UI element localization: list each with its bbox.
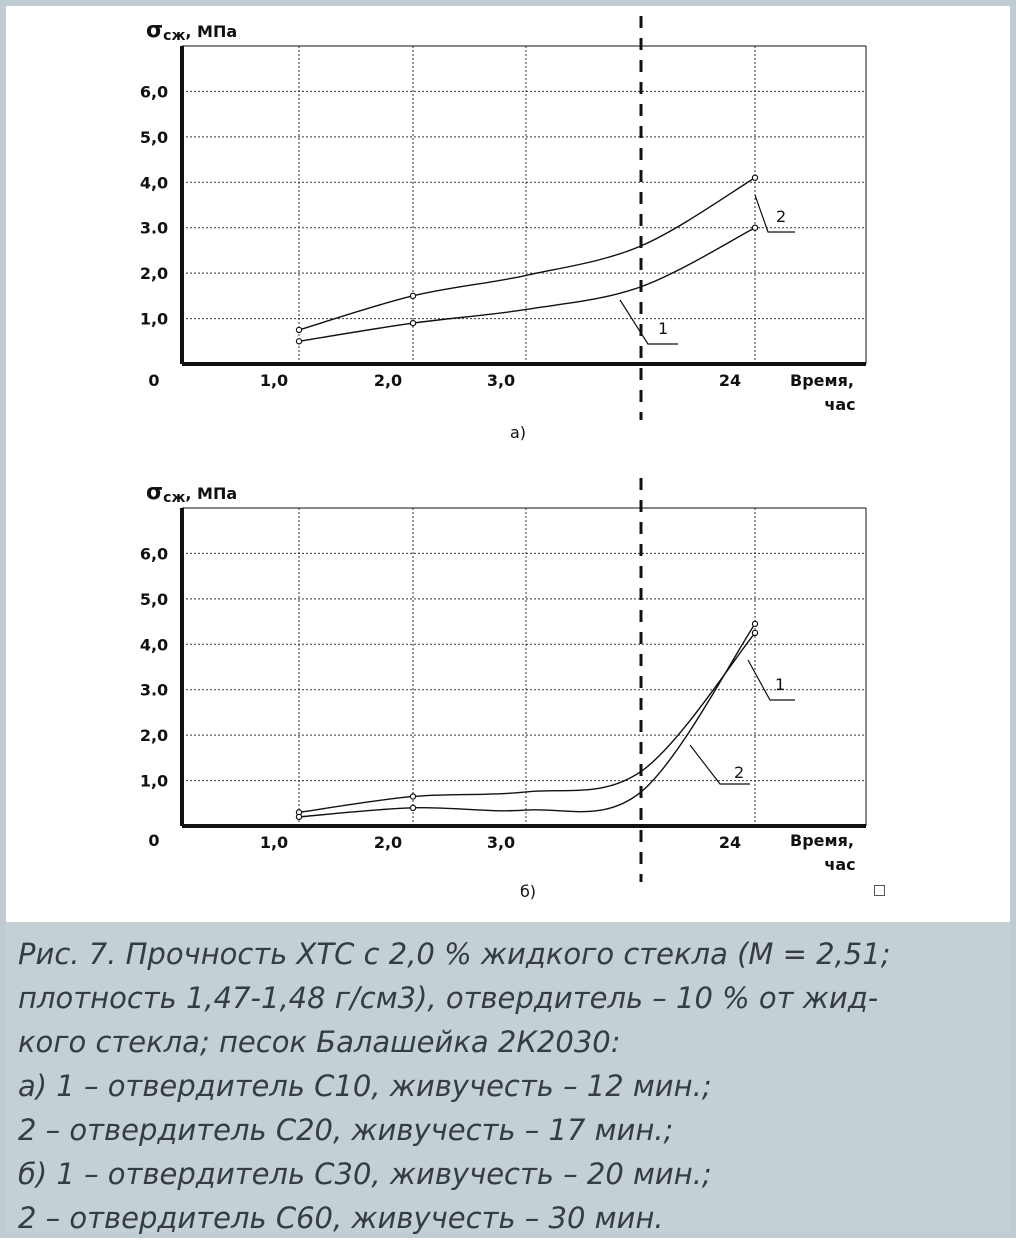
chart-a-origin: 0	[148, 371, 159, 390]
chart-a: σсж, МПа 0 Время, час а) 1,0 2,0 3.0 4,0 5,0…	[140, 16, 867, 442]
caption-line: плотность 1,47-1,48 г/см3), отвердитель …	[18, 981, 879, 1015]
chart-b-ytick-label: 1,0	[140, 772, 168, 791]
chart-b-series-2-line	[298, 623, 756, 818]
chart-b-origin: 0	[148, 831, 159, 850]
caption-line: кого стекла; песок Балашейка 2К2030:	[18, 1025, 621, 1059]
chart-a-ytick-label: 1,0	[140, 310, 168, 329]
chart-a-ytick-label: 5,0	[140, 128, 168, 147]
chart-a-xtick-label: 3,0	[487, 371, 515, 390]
chart-a-series-1-point	[409, 319, 417, 327]
chart-a-ylabel-sub: сж	[163, 28, 185, 44]
chart-a-xlabel-line2: час	[824, 395, 855, 414]
chart-b-series-1-point	[751, 629, 759, 637]
chart-b-ylabel-main: σ	[146, 480, 163, 505]
resize-handle[interactable]	[874, 885, 885, 896]
chart-b-series-2-point	[295, 813, 303, 821]
caption-line: а) 1 – отвердитель С10, живучесть – 12 м…	[18, 1069, 712, 1103]
chart-b-series-1-point	[409, 793, 417, 800]
chart-b-ytick-label: 6,0	[140, 544, 168, 563]
chart-b-series-1-label: 1	[775, 675, 785, 694]
chart-a-series-1-point	[751, 224, 759, 231]
chart-a-xtick-label: 2,0	[374, 371, 402, 390]
caption-line: б) 1 – отвердитель С30, живучесть – 20 м…	[18, 1157, 712, 1191]
caption-line: 2 – отвердитель С60, живучесть – 30 мин.	[18, 1201, 664, 1235]
chart-a-series-1-leader	[619, 299, 678, 345]
chart-a-xlabel-line1: Время,	[790, 371, 854, 390]
chart-b-series-2-leader	[689, 744, 750, 785]
chart-b-xtick-label: 24	[719, 833, 741, 852]
chart-b-ylabel-sub: сж	[163, 490, 185, 506]
caption-line: 2 – отвердитель С20, живучесть – 17 мин.…	[18, 1113, 674, 1147]
chart-b-series-1-leader	[747, 659, 795, 701]
chart-b-series-1-line	[298, 632, 756, 814]
chart-b-series-2-label: 2	[734, 763, 744, 782]
chart-a-series-2-leader	[754, 194, 795, 233]
chart-b-ytick-label: 2,0	[140, 726, 168, 745]
chart-a-ytick-label: 6,0	[140, 82, 168, 101]
chart-b-panel-label: б)	[520, 882, 536, 901]
chart-b-xtick-label: 2,0	[374, 833, 402, 852]
chart-a-xtick-label: 1,0	[260, 371, 288, 390]
chart-a-ylabel: σсж, МПа	[146, 18, 237, 44]
figure-caption: Рис. 7. Прочность ХТС с 2,0 % жидкого ст…	[6, 922, 1010, 1235]
chart-a-ylabel-unit: , МПа	[185, 22, 237, 41]
chart-a-xtick-label: 24	[719, 371, 741, 390]
figure-svg: σсж, МПа 0 Время, час а) 1,02,03.04,05,0…	[140, 16, 867, 901]
chart-a-ytick-label: 2,0	[140, 264, 168, 283]
chart-b-ylabel: σсж, МПа	[146, 480, 237, 506]
chart-b-ytick-label: 3.0	[140, 681, 168, 700]
chart-b-series-2-point	[751, 620, 759, 628]
chart-a-series-2-point	[751, 174, 759, 181]
chart-a-ylabel-main: σ	[146, 18, 163, 43]
chart-a-panel-label: а)	[510, 423, 526, 442]
caption-line: Рис. 7. Прочность ХТС с 2,0 % жидкого ст…	[18, 937, 891, 971]
chart-b-ytick-label: 4,0	[140, 635, 168, 654]
chart-a-series-1-label: 1	[658, 319, 668, 338]
chart-b-ylabel-unit: , МПа	[185, 484, 237, 503]
chart-b-xtick-label: 3,0	[487, 833, 515, 852]
chart-a-series-2-line	[298, 177, 756, 331]
chart-a-series-2-label: 2	[776, 207, 786, 226]
chart-b-series-2-point	[409, 804, 417, 812]
chart-a-series-2-point	[409, 292, 417, 300]
chart-a-ytick-label: 3.0	[140, 219, 168, 238]
chart-b-xlabel-line1: Время,	[790, 831, 854, 850]
chart-a-series-1-line	[298, 227, 756, 342]
chart-a-ytick-label: 4,0	[140, 173, 168, 192]
chart-b-ytick-label: 5,0	[140, 590, 168, 609]
chart-a-series-2-point	[295, 326, 303, 334]
chart-b: σсж, МПа 0 Время, час б) 1,0 2,0 3.0 4,0 5,0…	[140, 478, 867, 901]
chart-b-xtick-label: 1,0	[260, 833, 288, 852]
chart-b-xlabel-line2: час	[824, 855, 855, 874]
chart-a-series-1-point	[295, 338, 303, 345]
